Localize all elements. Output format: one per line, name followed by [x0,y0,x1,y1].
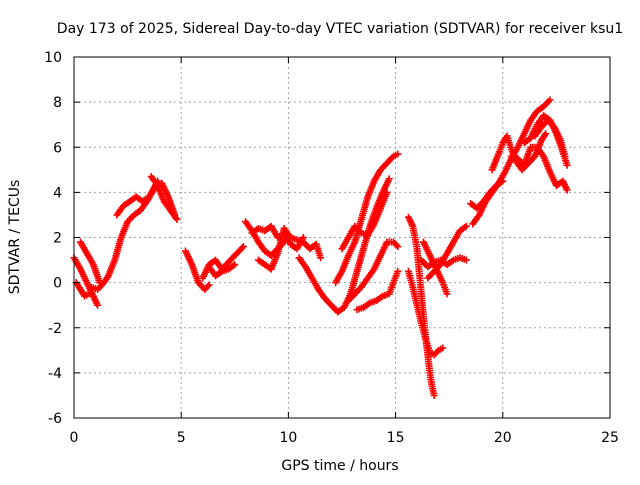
data-point [563,186,571,194]
y-tick-label: 4 [53,185,62,201]
x-tick-label: 20 [494,430,512,446]
data-point [383,188,391,196]
data-point [231,261,239,269]
series-sat-c7 [344,238,402,305]
data-point [542,130,550,138]
x-tick-label: 25 [601,430,619,446]
data-point [561,152,569,160]
y-tick-label: 2 [53,231,62,247]
chart-title: Day 173 of 2025, Sidereal Day-to-day VTE… [57,21,623,37]
points-layer [70,96,571,399]
y-tick-label: -6 [48,411,62,427]
ticks-layer: 0 5 10 15 20 25 -6 -4 -2 0 2 4 6 8 10 [44,50,619,446]
data-point [239,243,247,251]
series-sat-a2 [72,279,93,300]
series-sat-d2 [404,267,447,359]
y-tick-label: 10 [44,50,62,66]
data-point [392,241,400,249]
data-point [173,215,181,223]
y-tick-label: 8 [53,95,62,111]
y-tick-label: -2 [48,321,62,337]
y-tick-label: -4 [48,366,62,382]
data-point [317,254,325,262]
x-axis-label: GPS time / hours [281,458,398,474]
series-sat-c3 [254,224,325,273]
series-sat-e5 [507,143,571,194]
series-sat-c8 [353,267,402,314]
data-point [430,391,438,399]
x-tick-label: 10 [279,430,297,446]
data-point [462,256,470,264]
data-point [394,243,402,251]
x-tick-label: 15 [387,430,405,446]
series-sat-b1 [181,247,213,293]
series-sat-d5 [424,222,470,282]
data-point [94,301,102,309]
series-sat-e2 [469,96,554,228]
data-point [85,290,93,298]
x-tick-label: 0 [70,430,79,446]
data-point [443,290,451,298]
y-tick-label: 0 [53,276,62,292]
data-point [394,267,402,275]
data-point [433,348,441,356]
data-point [546,96,554,104]
data-point [385,175,393,183]
y-tick-label: 6 [53,140,62,156]
y-axis-label: SDTVAR / TECUs [7,180,23,295]
data-point [439,344,447,352]
series-sat-e6 [531,116,569,160]
data-point [238,244,246,252]
series-sat-b3 [205,261,239,280]
data-point [462,222,470,230]
data-point [205,281,213,289]
data-point [563,161,571,169]
series-sat-a6 [147,173,181,223]
data-point [204,282,212,290]
series-sat-c5 [332,150,402,287]
series-sat-c6 [338,188,391,253]
x-tick-label: 5 [177,430,186,446]
data-point [394,150,402,158]
